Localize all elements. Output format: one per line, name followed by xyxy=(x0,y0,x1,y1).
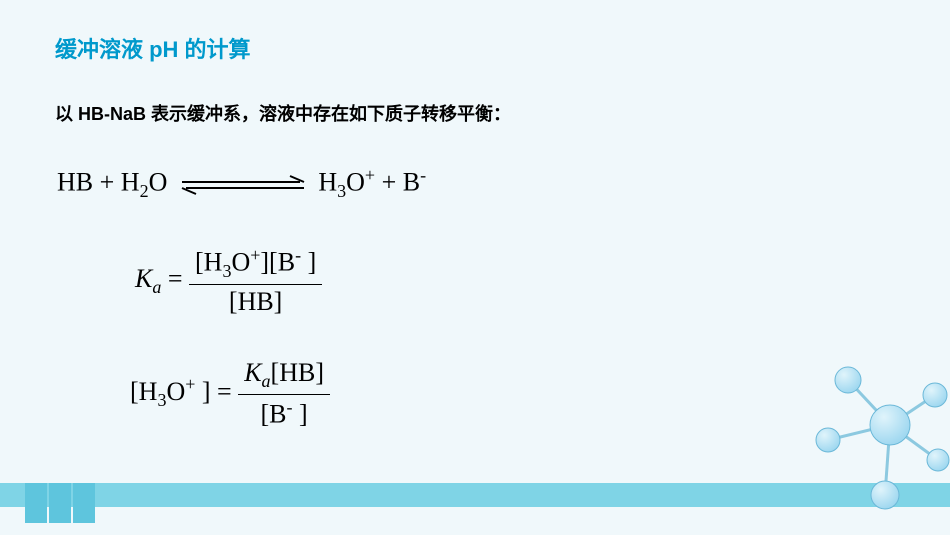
eq1-lhs-sub: 2 xyxy=(140,181,149,201)
eq1-h3o-sup: + xyxy=(365,165,375,185)
block xyxy=(49,483,71,523)
eq2-K: K xyxy=(135,264,152,293)
equilibrium-arrow-icon xyxy=(178,173,308,197)
eq1-plus-b: + B xyxy=(375,168,420,197)
eq3-lhs-sup: + xyxy=(185,374,195,394)
eq3-lhs-o: O xyxy=(166,377,185,406)
eq3-num-K: K xyxy=(244,358,261,387)
eq1-h3o-h: H xyxy=(318,168,337,197)
eq3-num-hb: [HB] xyxy=(271,358,324,387)
equation-reaction: HB + H2O H3O+ + B- xyxy=(57,165,426,202)
eq1-h3o-o: O xyxy=(346,168,365,197)
eq2-a: a xyxy=(152,277,161,297)
eq2-num-close: ] xyxy=(301,248,316,277)
subtitle: 以 HB-NaB 表示缓冲系，溶液中存在如下质子转移平衡： xyxy=(55,100,511,126)
eq2-den: [HB] xyxy=(189,285,322,317)
eq1-h3o-sub: 3 xyxy=(337,181,346,201)
eq2-num-plus: + xyxy=(250,245,260,265)
equation-h3o: [H3O+ ] = Ka[HB] [B- ] xyxy=(130,358,330,430)
eq3-num-a: a xyxy=(262,371,271,391)
molecule-icon xyxy=(790,335,950,535)
eq2-num-h: [H xyxy=(195,248,222,277)
page-title: 缓冲溶液 pH 的计算 xyxy=(55,32,251,64)
eq2-num-o: O xyxy=(231,248,250,277)
eq3-den-open: [B xyxy=(261,400,287,429)
block xyxy=(25,483,47,523)
eq1-b-sup: - xyxy=(420,165,426,185)
eq1-lhs: HB + H xyxy=(57,168,140,197)
block xyxy=(73,483,95,523)
eq2-fraction: [H3O+][B- ] [HB] xyxy=(189,245,322,317)
eq3-lhs-open: [H xyxy=(130,377,157,406)
eq3-den-close: ] xyxy=(293,400,308,429)
eq1-lhs-end: O xyxy=(149,168,168,197)
eq2-num-b: ][B xyxy=(260,248,295,277)
bottom-blocks xyxy=(25,483,95,523)
eq3-fraction: Ka[HB] [B- ] xyxy=(238,358,330,430)
eq3-lhs-close: ] = xyxy=(195,377,231,406)
eq2-equals: = xyxy=(168,264,183,293)
equation-ka: Ka = [H3O+][B- ] [HB] xyxy=(135,245,322,317)
